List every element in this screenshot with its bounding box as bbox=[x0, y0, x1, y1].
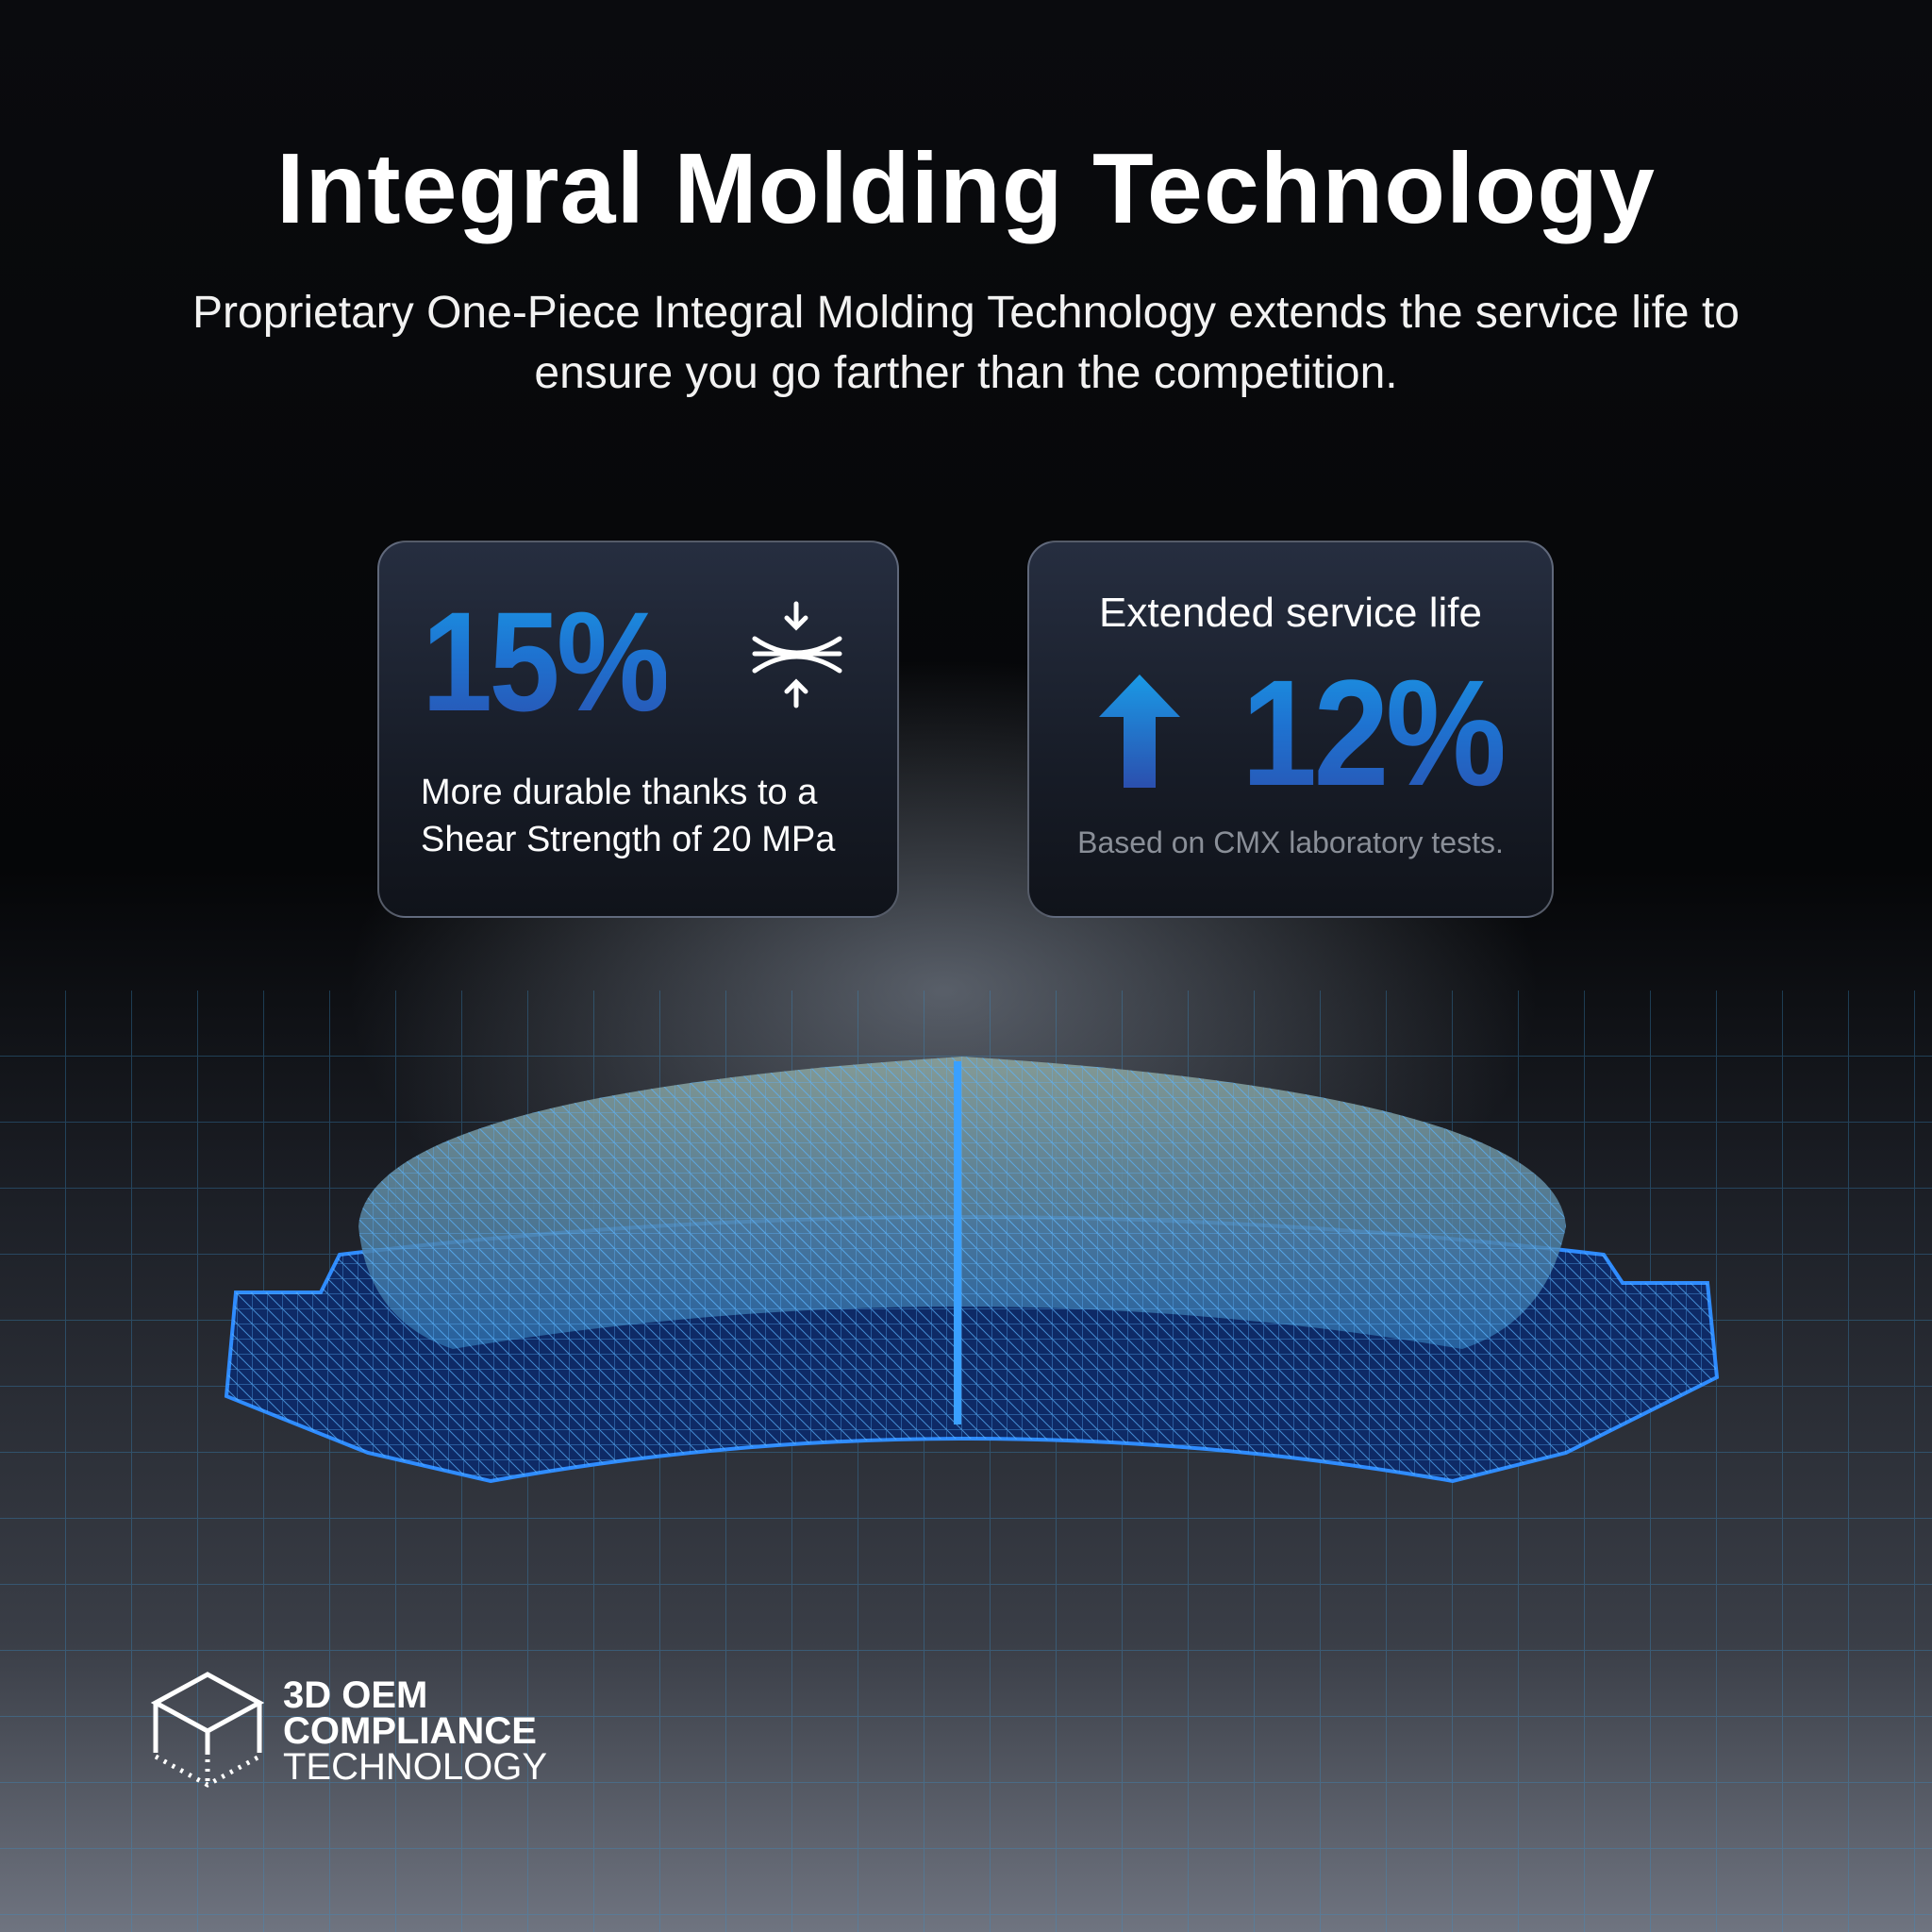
oem-compliance-badge: 3D OEM COMPLIANCE TECHNOLOGY bbox=[151, 1670, 547, 1792]
arrow-up-icon bbox=[1099, 675, 1180, 788]
service-life-percent: 12% bbox=[1241, 646, 1507, 820]
page-title: Integral Molding Technology bbox=[276, 133, 1656, 244]
test-note: Based on CMX laboratory tests. bbox=[1077, 825, 1504, 859]
compression-icon bbox=[752, 601, 842, 708]
durability-card: 15% More durable thanks to a Shear Stren… bbox=[377, 541, 899, 918]
page-subtitle: Proprietary One-Piece Integral Molding T… bbox=[192, 288, 1740, 398]
cube-icon bbox=[151, 1672, 264, 1788]
badge-text: 3D OEM COMPLIANCE TECHNOLOGY bbox=[283, 1674, 548, 1788]
service-life-card: Extended service life 12% Based on CMX l… bbox=[1027, 541, 1554, 918]
brake-pad-wireframe bbox=[224, 1057, 1720, 1484]
durability-description: More durable thanks to a Shear Strength … bbox=[421, 773, 836, 859]
service-life-heading: Extended service life bbox=[1099, 590, 1482, 636]
durability-percent: 15% bbox=[422, 580, 670, 743]
